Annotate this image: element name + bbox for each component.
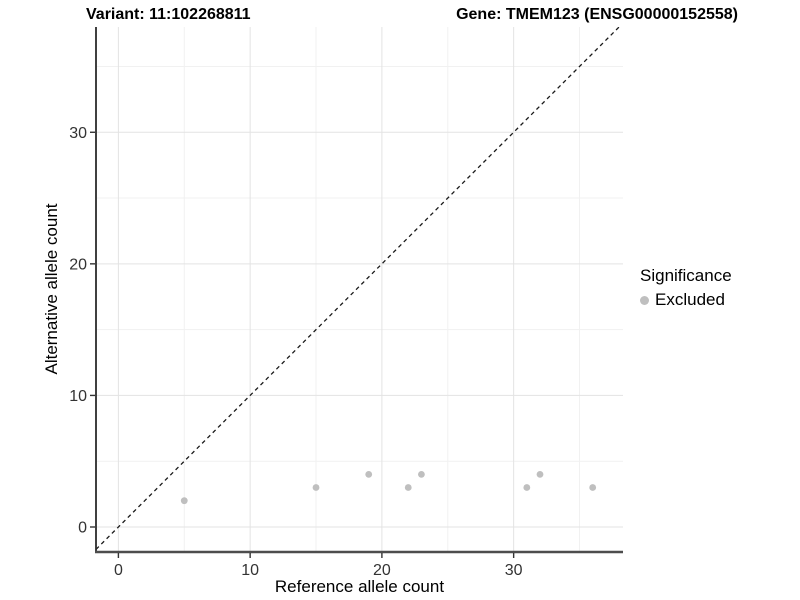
x-tick-label: 0 xyxy=(114,562,123,579)
x-axis-title: Reference allele count xyxy=(274,577,445,596)
data-point xyxy=(589,484,597,491)
legend-entry-label: Excluded xyxy=(655,290,725,309)
gene-title: Gene: TMEM123 (ENSG00000152558) xyxy=(456,6,738,23)
legend-point-icon xyxy=(640,295,649,305)
legend-title: Significance xyxy=(640,266,732,285)
y-tick-label: 10 xyxy=(69,388,87,405)
x-tick-label: 10 xyxy=(241,562,259,579)
y-axis-title: Alternative allele count xyxy=(42,203,61,375)
data-point xyxy=(404,484,412,491)
variant-title: Variant: 11:102268811 xyxy=(86,6,251,23)
y-tick-label: 20 xyxy=(69,256,87,273)
x-tick-label: 20 xyxy=(373,562,391,579)
data-point xyxy=(523,484,531,491)
data-point xyxy=(365,470,373,478)
data-point xyxy=(536,470,544,478)
y-tick-label: 0 xyxy=(78,520,87,537)
data-point xyxy=(180,497,188,505)
data-point xyxy=(418,470,425,478)
identity-dashed-line xyxy=(96,27,620,550)
legend-entry-excluded: Excluded xyxy=(640,290,732,310)
legend: Significance Excluded xyxy=(640,266,732,310)
data-point xyxy=(312,484,320,491)
y-tick-label: 30 xyxy=(69,125,87,142)
x-tick-label: 30 xyxy=(505,562,523,579)
